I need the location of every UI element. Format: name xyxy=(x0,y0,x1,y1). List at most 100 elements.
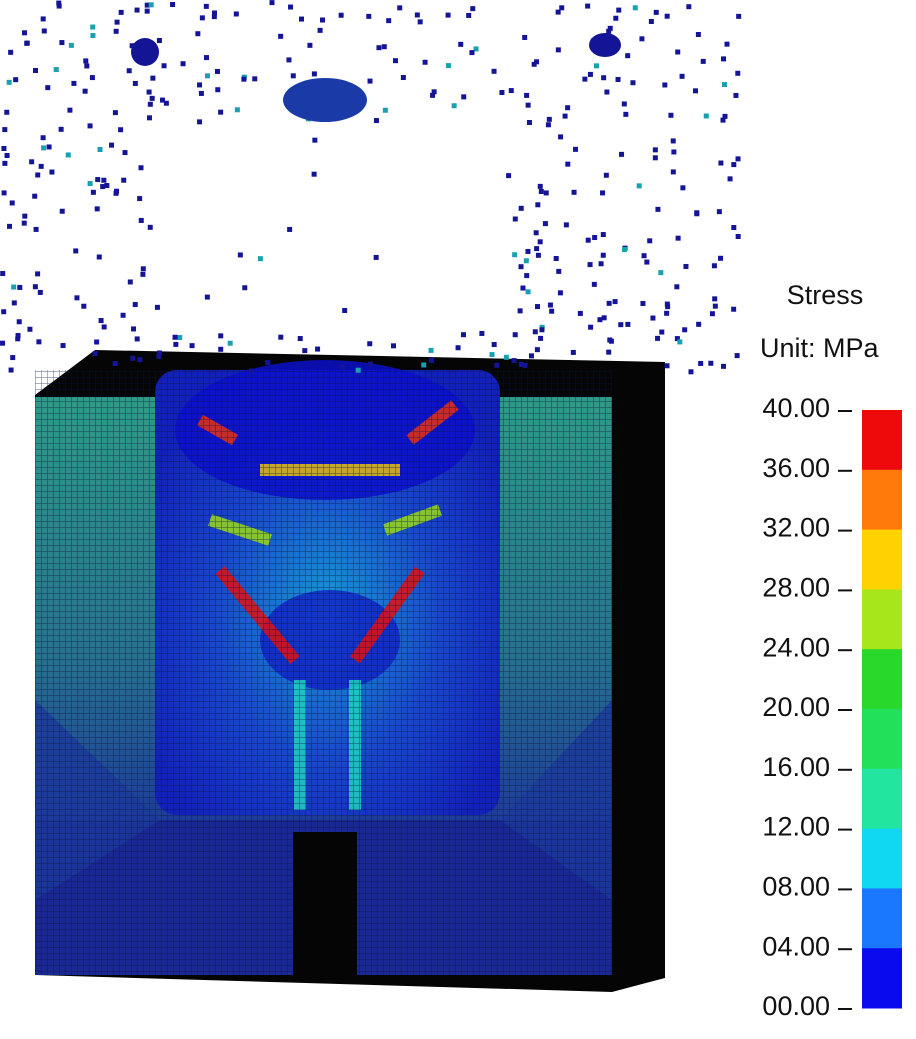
debris-particle xyxy=(534,246,540,252)
tick-label: 08.00 xyxy=(762,872,830,902)
debris-particle xyxy=(653,9,659,15)
debris-particle xyxy=(17,284,23,290)
debris-particle xyxy=(542,221,548,227)
debris-particle xyxy=(562,113,568,119)
debris-particle xyxy=(712,303,718,309)
debris-particle xyxy=(680,185,686,191)
debris-particle xyxy=(591,281,597,287)
debris-particle xyxy=(104,183,110,189)
debris-particle xyxy=(118,9,124,15)
debris-particle xyxy=(553,255,559,261)
debris-particle xyxy=(237,252,243,258)
debris-particle xyxy=(248,368,254,374)
debris-particle xyxy=(429,357,435,363)
debris-particle xyxy=(149,95,155,101)
debris-particle xyxy=(376,45,382,51)
debris-particle xyxy=(297,336,303,342)
debris-particle xyxy=(159,97,165,103)
debris-particle xyxy=(518,361,524,367)
debris-particle xyxy=(479,330,485,336)
color-band xyxy=(862,410,902,471)
debris-particle xyxy=(612,299,618,305)
debris-particle xyxy=(625,53,631,59)
debris-particle xyxy=(35,172,41,178)
debris-particle xyxy=(650,315,656,321)
debris-particle xyxy=(100,184,106,190)
debris-particle xyxy=(511,358,517,364)
debris-particle xyxy=(218,333,224,339)
debris-particle xyxy=(1,190,7,196)
debris-particle xyxy=(547,302,553,308)
debris-particle xyxy=(736,13,742,19)
debris-particle xyxy=(73,248,79,254)
debris-particle xyxy=(27,326,33,332)
debris-particle xyxy=(458,41,464,47)
debris-particle xyxy=(655,206,661,212)
debris-particle xyxy=(311,171,317,177)
debris-particle xyxy=(686,4,692,10)
debris-particle xyxy=(386,18,392,24)
debris-particle xyxy=(24,40,30,46)
debris-particle xyxy=(148,2,154,8)
debris-particle xyxy=(307,42,313,48)
debris-particle xyxy=(373,254,379,260)
debris-particle xyxy=(154,304,160,310)
debris-particle xyxy=(659,329,665,335)
debris-particle xyxy=(537,239,543,245)
tick-label: 12.00 xyxy=(762,812,830,842)
debris-particle xyxy=(622,246,628,252)
debris-particle xyxy=(600,252,606,258)
debris-particle xyxy=(539,327,545,333)
debris-particle xyxy=(49,169,55,175)
debris-particle xyxy=(735,70,741,76)
debris-particle xyxy=(189,343,195,349)
debris-particle xyxy=(445,12,451,18)
debris-particle xyxy=(632,5,638,11)
debris-particle xyxy=(96,254,102,260)
debris-particle xyxy=(40,135,46,141)
debris-particle xyxy=(233,11,239,17)
debris-particle xyxy=(382,107,388,113)
debris-particle xyxy=(445,63,451,69)
debris-particle xyxy=(74,295,80,301)
debris-particle xyxy=(623,111,629,117)
debris-particle xyxy=(555,9,561,15)
debris-particle xyxy=(522,34,528,40)
debris-particle xyxy=(665,304,671,310)
color-band xyxy=(862,709,902,770)
debris-particle xyxy=(648,18,654,24)
debris-particle xyxy=(367,341,373,347)
tick-label: 04.00 xyxy=(762,931,830,961)
debris-particle xyxy=(95,177,101,183)
debris-particle xyxy=(134,7,140,13)
debris-particle xyxy=(601,75,607,81)
debris-particle xyxy=(532,329,538,335)
debris-particle xyxy=(534,59,540,65)
debris-particle xyxy=(470,6,476,12)
debris-particle xyxy=(592,235,598,241)
debris-particle xyxy=(712,296,718,302)
debris-particle xyxy=(421,362,427,368)
debris-particle xyxy=(156,353,162,359)
tick-label: 16.00 xyxy=(762,752,830,782)
debris-particle xyxy=(317,27,323,33)
debris-particle xyxy=(199,15,205,21)
debris-particle xyxy=(600,190,606,196)
debris-particle xyxy=(90,33,96,39)
debris-particle xyxy=(641,253,647,259)
debris-particle xyxy=(198,90,204,96)
debris-particle xyxy=(573,146,579,152)
debris-particle xyxy=(147,101,153,107)
debris-particle xyxy=(491,68,497,74)
debris-particle xyxy=(664,363,670,369)
debris-particle xyxy=(615,76,621,82)
debris-particle xyxy=(709,311,715,317)
debris-particle xyxy=(662,82,668,88)
tick-label: 24.00 xyxy=(762,632,830,662)
debris-particle xyxy=(215,87,221,93)
debris-particle xyxy=(639,36,645,42)
debris-particle xyxy=(606,349,612,355)
debris-particle xyxy=(683,263,689,269)
debris-particle xyxy=(163,100,169,106)
debris-particle xyxy=(22,30,28,36)
